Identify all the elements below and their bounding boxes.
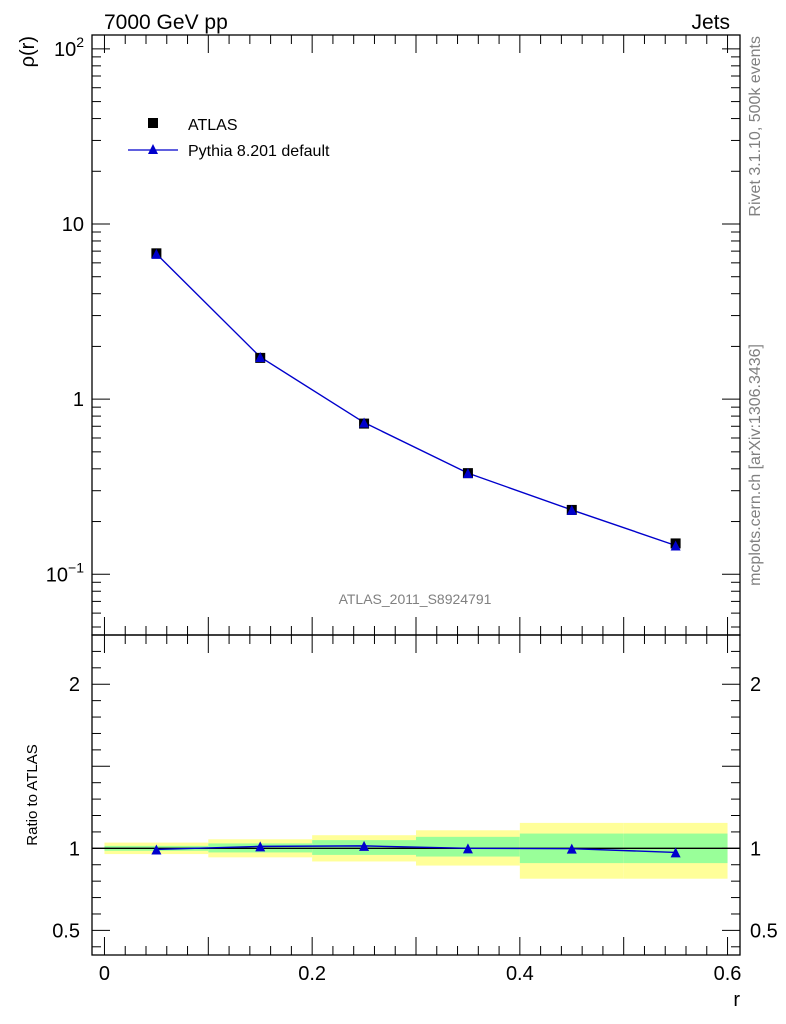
ratio-panel-frame bbox=[91, 634, 741, 956]
ratio-pythia-point bbox=[151, 844, 162, 855]
pythia-data-point bbox=[151, 248, 162, 259]
pythia-line bbox=[155, 253, 676, 547]
legend: ATLAS Pythia 8.201 default bbox=[128, 117, 330, 160]
main-ytick-label: 102 bbox=[54, 34, 84, 61]
header-right-title: Jets bbox=[691, 11, 730, 34]
pythia-data-point bbox=[359, 417, 370, 428]
mcplots-reference-text: mcplots.cern.ch [arXiv:1306.3436] bbox=[747, 344, 764, 586]
ratio-xtick-label: 0.4 bbox=[506, 963, 534, 985]
x-axis-label: r bbox=[733, 989, 740, 1011]
ratio-ytick-label-right: 1 bbox=[750, 838, 761, 860]
header-left-title: 7000 GeV pp bbox=[104, 11, 228, 34]
legend-marker-atlas bbox=[148, 118, 158, 128]
ratio-pythia-point bbox=[462, 843, 473, 854]
pythia-data-point bbox=[255, 352, 266, 363]
ratio-ytick-label-right: 2 bbox=[750, 674, 761, 696]
ratio-pythia-point bbox=[255, 841, 266, 852]
ratio-pythia-point bbox=[670, 847, 681, 858]
ratio-ytick-label-left: 2 bbox=[69, 674, 80, 696]
main-ytick-label: 10 bbox=[62, 214, 84, 236]
ratio-xtick-label: 0.6 bbox=[714, 963, 742, 985]
main-panel: 10−1 1 10 102 ρ(r) ATLAS_2011_S8924791 ATLA… bbox=[17, 34, 741, 636]
main-ytick-label: 10−1 bbox=[46, 559, 84, 586]
legend-label-pythia: Pythia 8.201 default bbox=[188, 143, 330, 160]
ratio-ytick-label-left: 0.5 bbox=[52, 920, 80, 942]
main-ytick-label: 1 bbox=[73, 389, 84, 411]
pythia-data-point bbox=[566, 504, 577, 515]
pythia-data-point bbox=[670, 540, 681, 551]
ratio-y-axis-label: Ratio to ATLAS bbox=[24, 744, 41, 845]
main-y-axis-label: ρ(r) bbox=[17, 36, 39, 67]
ratio-pythia-line bbox=[156, 845, 676, 854]
rivet-version-text: Rivet 3.1.10, 500k events bbox=[747, 36, 764, 217]
ratio-xtick-label: 0.2 bbox=[298, 963, 326, 985]
ratio-pythia-point bbox=[359, 840, 370, 851]
ratio-ytick-label-right: 0.5 bbox=[750, 920, 778, 942]
ratio-ytick-label-left: 1 bbox=[69, 838, 80, 860]
pythia-data-point bbox=[462, 468, 473, 479]
legend-marker-pythia bbox=[148, 144, 158, 154]
legend-label-atlas: ATLAS bbox=[188, 117, 238, 134]
ratio-panel: 0.5 0.5 1 1 2 2 0 0.2 0.4 0.6 Ratio to ATLAS r bbox=[24, 634, 778, 1011]
ratio-pythia-point bbox=[566, 843, 577, 854]
ratio-xtick-label: 0 bbox=[99, 963, 110, 985]
analysis-id-label: ATLAS_2011_S8924791 bbox=[339, 591, 492, 607]
